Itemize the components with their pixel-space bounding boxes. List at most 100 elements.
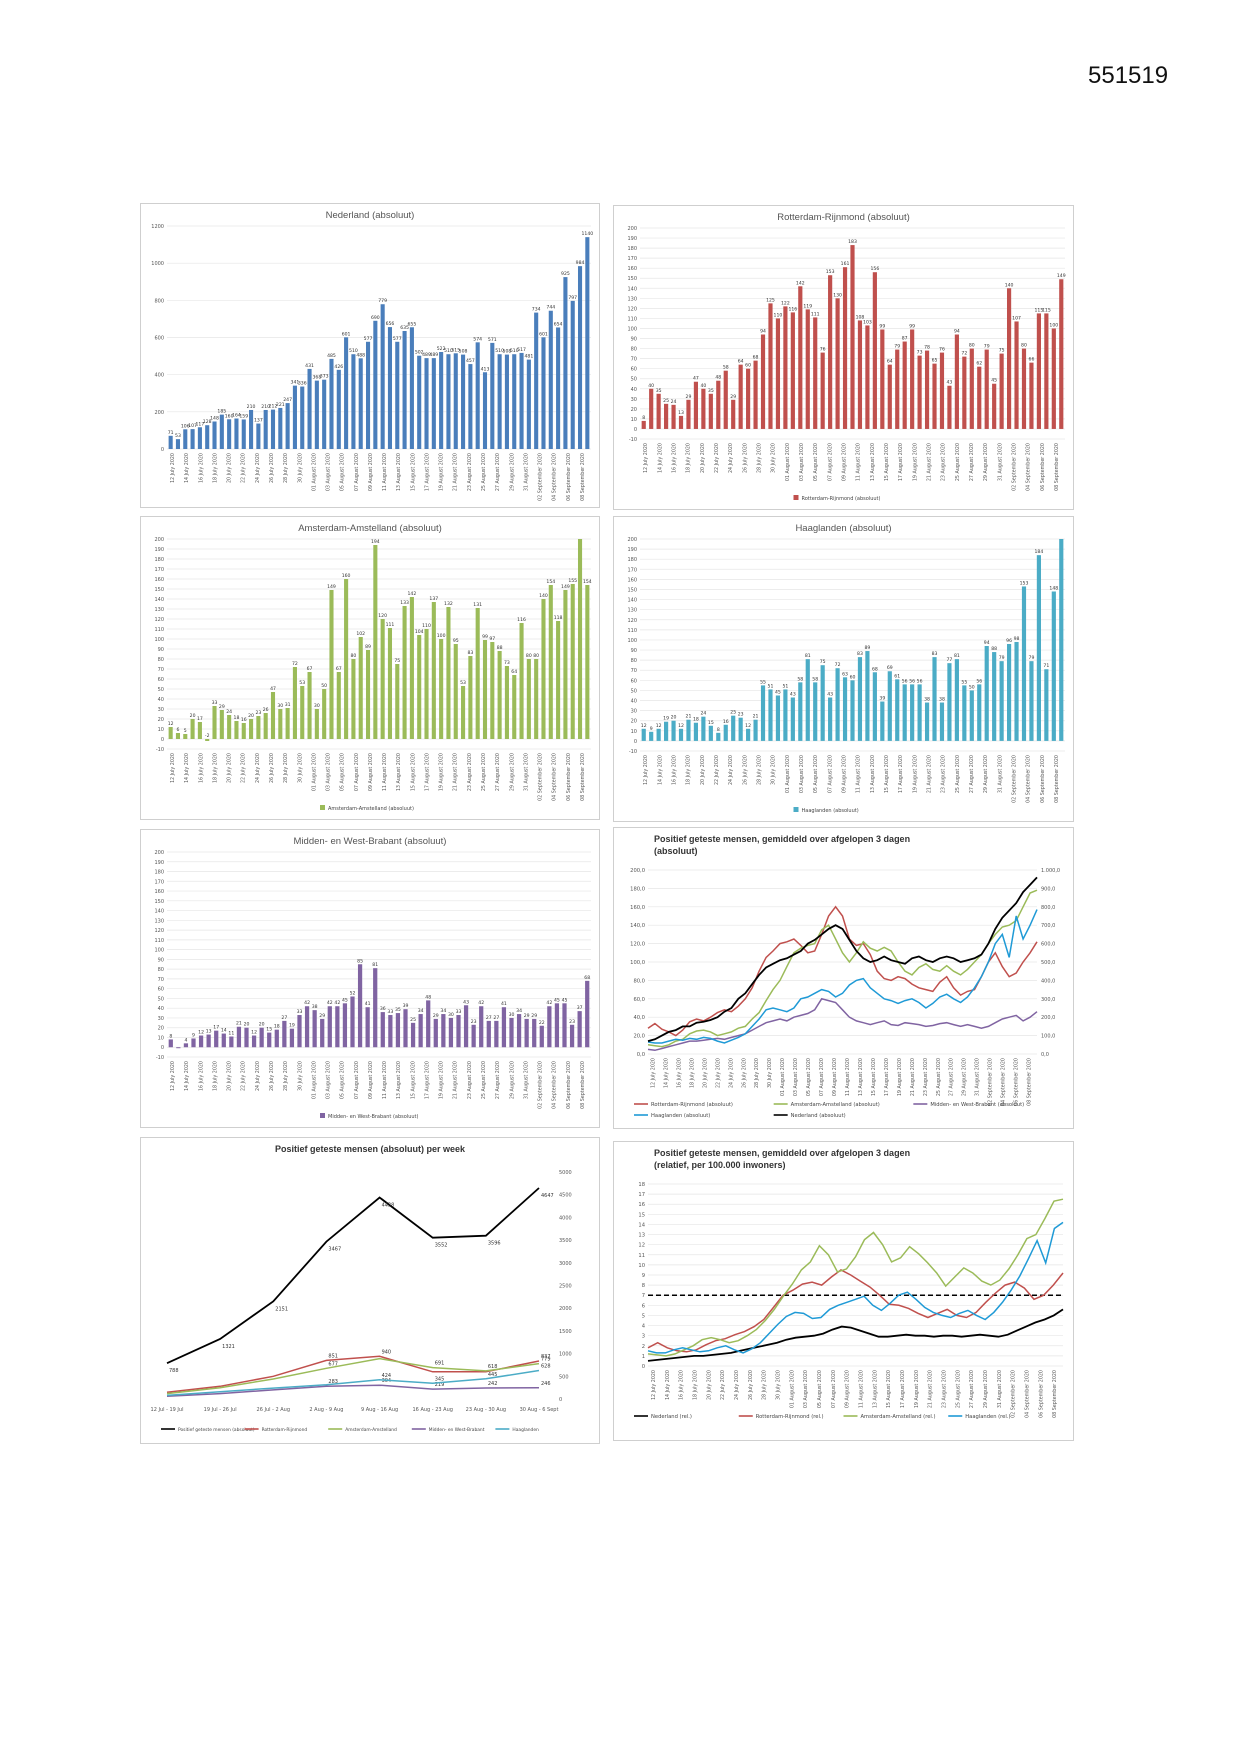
point-value-label: 4438 <box>382 1203 395 1209</box>
x-tick-label: 21 August 2020 <box>453 1061 459 1099</box>
bar <box>256 423 261 449</box>
bar-value-label: 515 <box>451 347 460 353</box>
y-tick-label: 4 <box>642 1324 646 1330</box>
bar-value-label: 161 <box>841 261 850 267</box>
bar <box>1029 661 1034 741</box>
point-value-label: 779 <box>541 1357 551 1363</box>
series-line <box>647 1308 1064 1362</box>
x-tick-label: 22 July 2020 <box>241 453 247 483</box>
bar <box>402 330 407 449</box>
x-tick-label: 06 September 2020 <box>1014 1058 1020 1106</box>
x-tick-label: 07 August 2020 <box>354 453 360 491</box>
bar-value-label: 55 <box>961 679 967 685</box>
x-tick-label: 06 September 2020 <box>1040 755 1046 803</box>
y-tick-label: 200,0 <box>630 868 645 874</box>
legend-label: Midden- en West-Brabant <box>429 1427 485 1433</box>
bar <box>775 318 781 429</box>
bar-value-label: 39 <box>403 1003 409 1009</box>
x-tick-label: 26 Jul - 2 Aug <box>257 1407 291 1413</box>
bar <box>664 403 669 429</box>
bar <box>656 728 661 741</box>
bar <box>175 439 181 449</box>
bar <box>534 659 539 739</box>
y-tick-label: 18 <box>638 1182 645 1188</box>
chart-title: Amsterdam-Amstelland (absoluut) <box>298 523 442 534</box>
bar <box>992 383 997 429</box>
bar <box>999 353 1004 429</box>
bar <box>486 1020 491 1048</box>
y-tick-label: 70 <box>158 977 164 983</box>
bar-value-label: 522 <box>437 346 446 352</box>
bar-value-label: 66 <box>1029 357 1035 363</box>
y-tick-label: 180 <box>627 246 637 252</box>
bar-value-label: 100 <box>1049 322 1058 328</box>
bar <box>219 414 224 449</box>
bar <box>954 659 959 741</box>
y2-tick-label: 100,0 <box>1041 1034 1055 1040</box>
bar <box>335 1006 340 1048</box>
bar-value-label: 29 <box>686 394 692 400</box>
bar-value-label: 125 <box>766 297 775 303</box>
bar-value-label: 16 <box>241 717 247 723</box>
bar-value-label: 30 <box>277 703 283 709</box>
bar-value-label: 24 <box>226 709 232 715</box>
y-tick-label: 150 <box>154 587 164 593</box>
bar-value-label: 78 <box>924 345 930 351</box>
bar <box>249 409 254 449</box>
bar <box>205 739 210 741</box>
bar-value-label: 210 <box>247 404 256 410</box>
bar-value-label: 160 <box>225 413 234 419</box>
bar <box>365 1007 370 1048</box>
bar-value-label: 83 <box>467 650 473 656</box>
x-tick-label: 19 August 2020 <box>912 755 918 793</box>
bar-value-label: 45 <box>991 378 997 384</box>
chart-title: Positief geteste mensen, gemiddeld over … <box>654 834 910 844</box>
y-tick-label: 0 <box>634 427 637 433</box>
bar-value-label: 94 <box>760 329 766 335</box>
point-value-label: 219 <box>435 1382 445 1388</box>
bar <box>461 686 466 739</box>
bar <box>783 306 788 429</box>
x-tick-label: 02 September 2020 <box>1011 755 1017 803</box>
y-tick-label: 190 <box>627 236 637 242</box>
bar <box>274 1029 279 1048</box>
bar-value-label: 142 <box>408 591 417 597</box>
point-value-label: 1321 <box>222 1344 235 1350</box>
bar-value-label: 29 <box>524 1013 530 1019</box>
y-tick-label: 70 <box>631 357 637 363</box>
bar-value-label: 655 <box>408 321 417 327</box>
x-tick-label: 19 August 2020 <box>897 1058 903 1096</box>
bar <box>453 353 458 449</box>
bar-value-label: 75 <box>999 348 1005 354</box>
x-tick-label: 24 July 2020 <box>728 755 734 785</box>
bar-value-label: 97 <box>489 636 495 642</box>
bar-value-label: 8 <box>642 415 645 421</box>
bar <box>461 354 466 449</box>
y-tick-label: 30 <box>631 397 637 403</box>
bar <box>417 635 422 739</box>
bar <box>292 385 297 449</box>
bar-value-label: 20 <box>248 713 254 719</box>
bar <box>556 327 561 449</box>
series-line <box>166 1369 540 1397</box>
bar-value-label: 30 <box>448 1012 454 1018</box>
x-tick-label: 30 July 2020 <box>297 453 303 483</box>
bar <box>850 245 855 429</box>
bar-value-label: 27 <box>486 1015 492 1021</box>
legend-label: Haaglanden (absoluut) <box>651 1113 710 1119</box>
bar-value-label: 42 <box>327 1000 333 1006</box>
bar <box>289 1028 295 1048</box>
bar <box>563 277 568 449</box>
bar-value-label: 45 <box>342 997 348 1003</box>
bar <box>168 1039 173 1048</box>
bar-value-label: 210 <box>261 404 270 410</box>
bar-value-label: 116 <box>788 306 797 312</box>
x-tick-label: 26 July 2020 <box>269 753 275 783</box>
bar-value-label: 154 <box>583 579 592 585</box>
bar-value-label: 13 <box>678 410 684 416</box>
y-tick-label: 120 <box>627 618 637 624</box>
bar <box>456 1015 461 1048</box>
chart-title: Nederland (absoluut) <box>326 210 415 221</box>
x-tick-label: 25 August 2020 <box>955 443 961 481</box>
bar <box>524 1018 529 1048</box>
